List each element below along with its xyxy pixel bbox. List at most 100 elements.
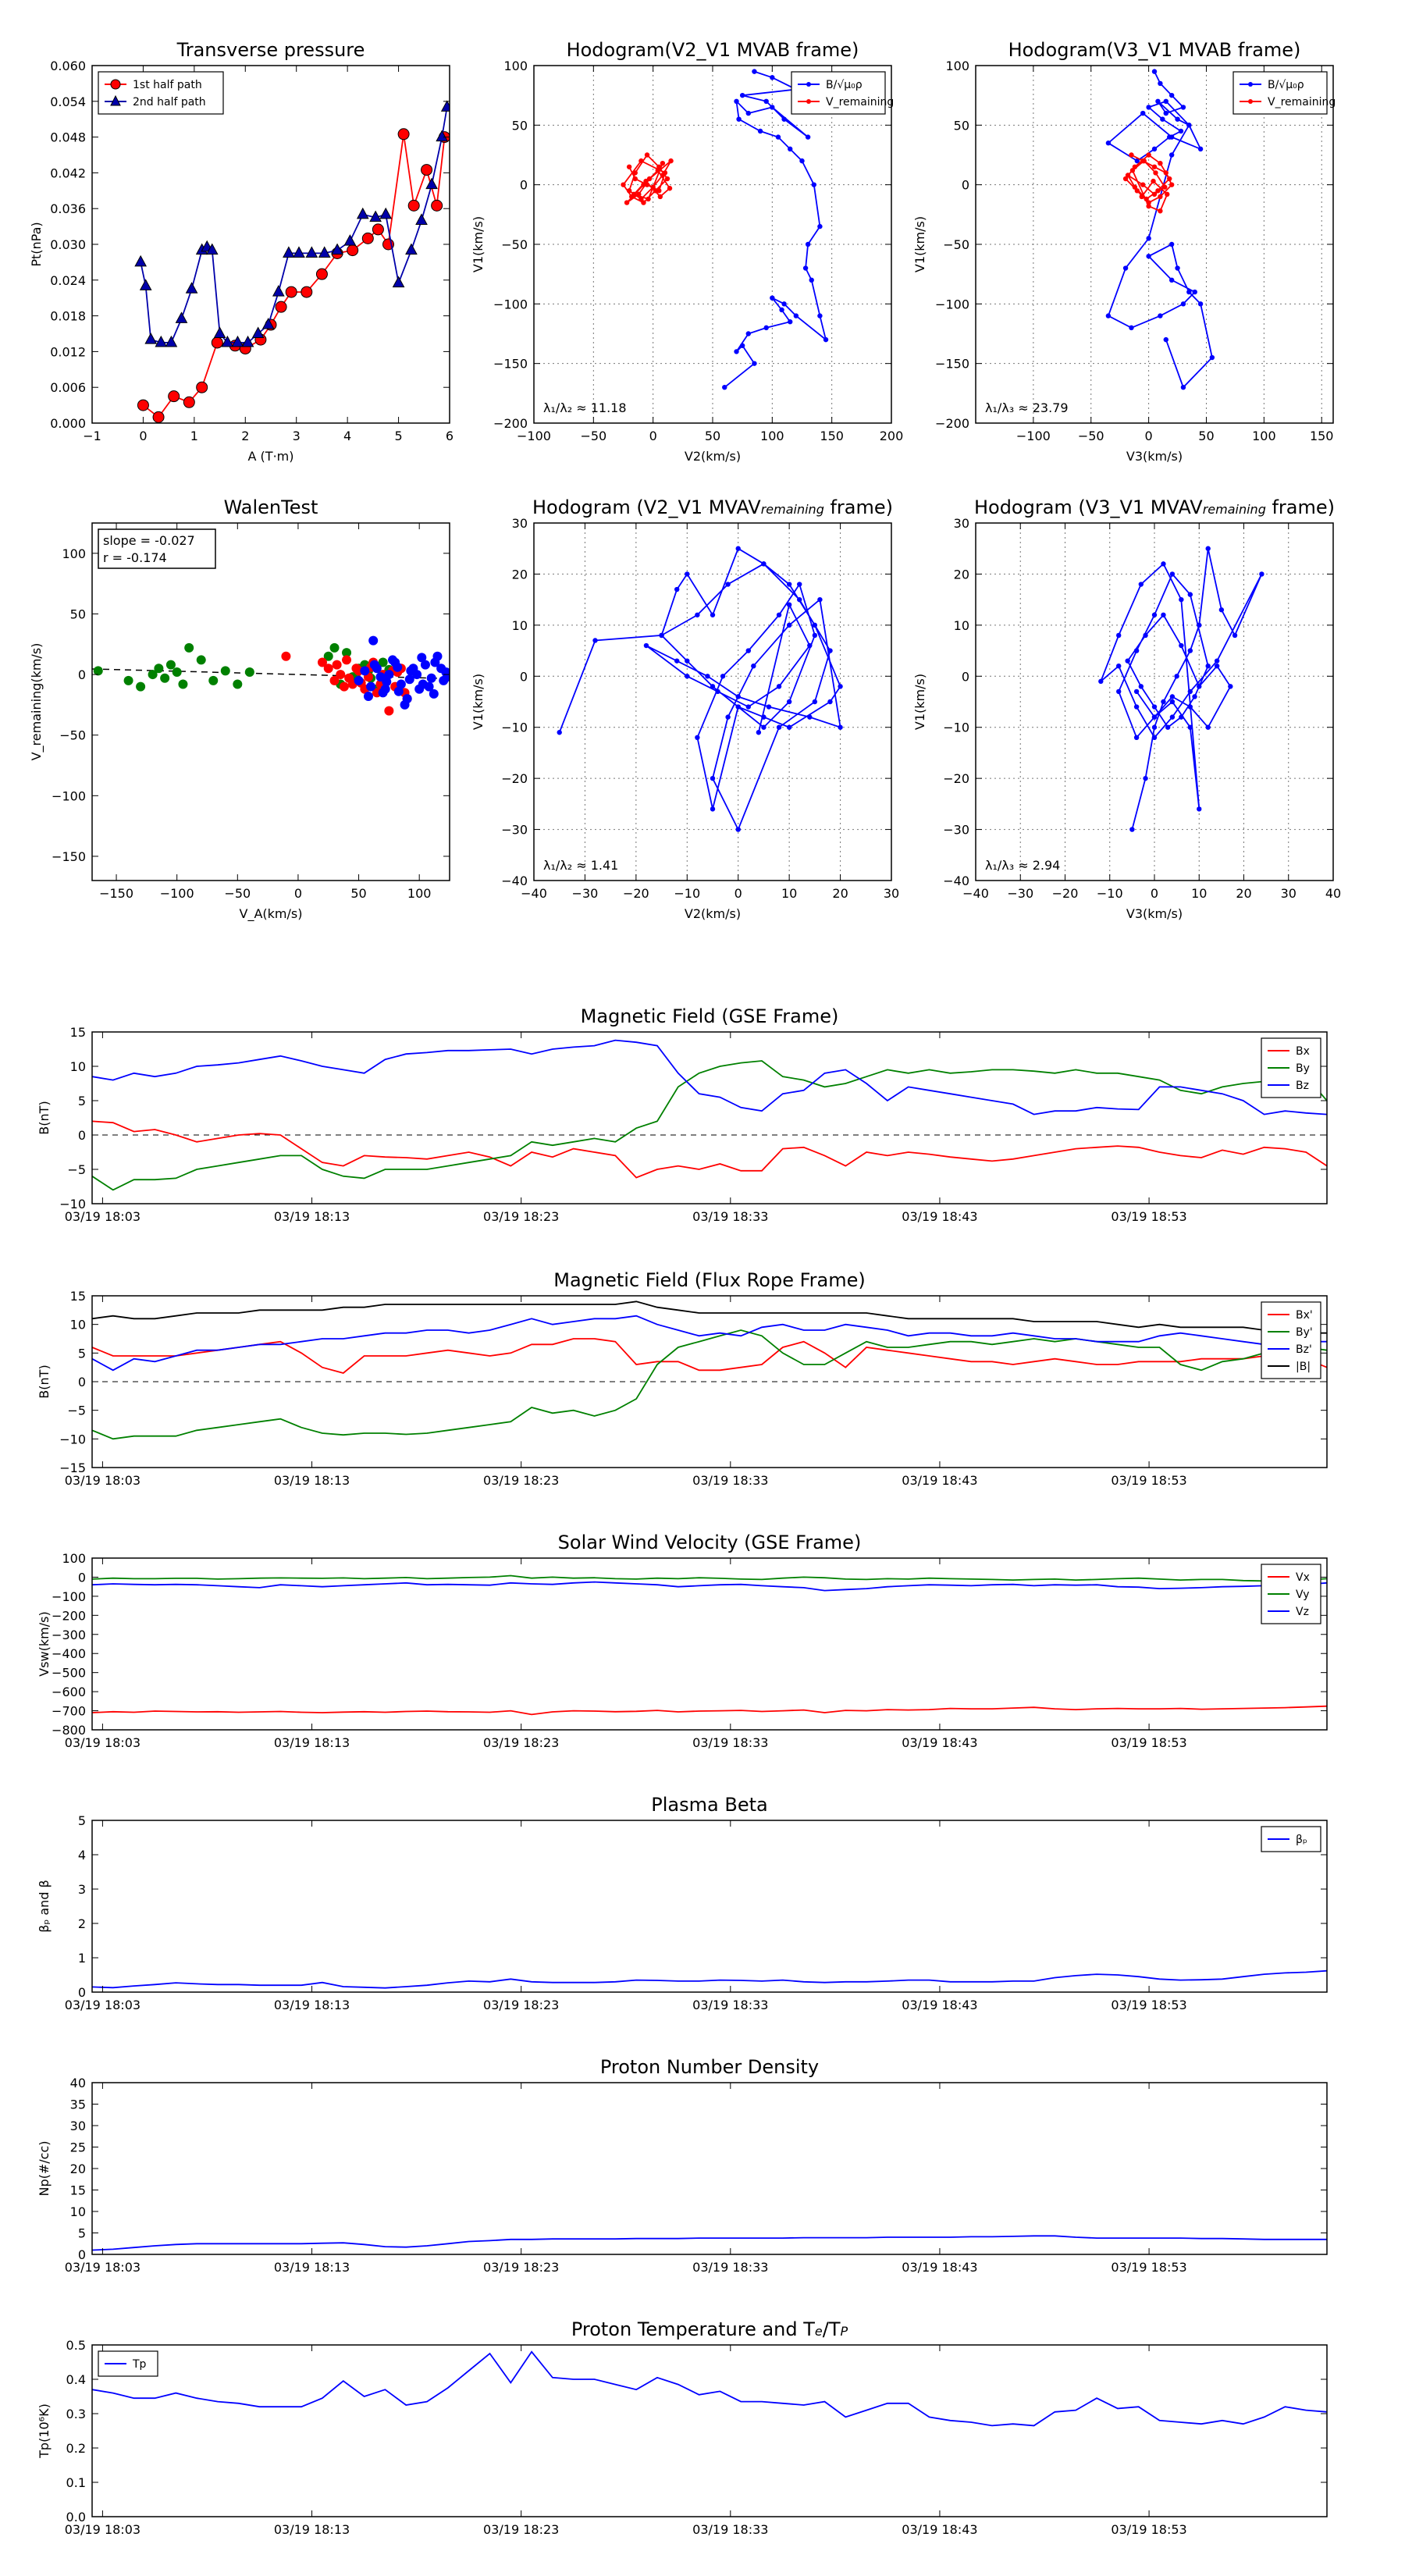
x-tick-label: 50 — [350, 886, 366, 901]
x-tick-label: 03/19 18:03 — [65, 1473, 140, 1488]
data-point — [1165, 724, 1171, 730]
data-point — [1205, 664, 1211, 669]
y-tick-label: 20 — [512, 567, 528, 582]
data-point — [1197, 684, 1202, 689]
scatter-point — [366, 681, 376, 692]
chart-title: Transverse pressure — [176, 39, 365, 61]
y-axis-label: Pt(nPa) — [29, 222, 44, 266]
chart-title: Magnetic Field (GSE Frame) — [581, 1005, 839, 1027]
data-point — [1134, 188, 1140, 194]
data-point — [1129, 152, 1134, 158]
data-point — [139, 279, 152, 290]
x-tick-label: 150 — [820, 429, 844, 443]
data-point — [361, 232, 374, 244]
data-point — [646, 196, 651, 202]
legend-label: Bx — [1296, 1045, 1310, 1058]
x-axis-label: V_A(km/s) — [240, 906, 303, 922]
y-tick-label: 5 — [78, 1094, 86, 1108]
y-tick-label: −200 — [52, 1608, 86, 1623]
y-tick-label: 0.048 — [50, 130, 86, 145]
data-point — [1151, 714, 1158, 720]
y-tick-label: −50 — [59, 728, 86, 743]
data-point — [646, 176, 653, 182]
chart-title: Magnetic Field (Flux Rope Frame) — [553, 1269, 865, 1291]
y-axis-label: Vsw(km/s) — [37, 1611, 52, 1676]
data-point — [797, 582, 802, 587]
data-point — [134, 254, 147, 267]
y-tick-label: −40 — [501, 873, 528, 888]
data-point — [1151, 724, 1158, 730]
data-point — [1153, 170, 1158, 176]
chart-c9: 03/19 18:03 03/19 18:13 03/19 18:23 03/19 1… — [37, 1532, 1328, 1750]
data-point — [1146, 203, 1151, 209]
data-point — [1129, 827, 1135, 832]
chart-title: Hodogram(V3_V1 MVAB frame) — [1008, 39, 1301, 61]
data-point — [1129, 325, 1134, 331]
y-tick-label: 30 — [70, 2119, 86, 2133]
scatter-point — [388, 655, 398, 665]
data-point — [752, 69, 757, 74]
series-line-0 — [92, 1338, 1327, 1374]
title-tail: frame) — [1266, 496, 1335, 518]
data-point — [1169, 694, 1176, 699]
y-tick-label: −100 — [52, 1589, 86, 1604]
x-tick-label: 03/19 18:13 — [274, 2522, 350, 2537]
data-point — [1158, 208, 1163, 214]
data-point — [1205, 724, 1211, 730]
data-point — [1180, 385, 1186, 390]
y-tick-label: −150 — [935, 357, 969, 372]
x-tick-label: 03/19 18:23 — [483, 1473, 559, 1488]
data-point — [761, 724, 767, 730]
data-point — [1151, 704, 1158, 710]
scatter-point — [336, 670, 346, 680]
axes-frame — [91, 2344, 1328, 2517]
y-tick-label: −40 — [943, 873, 969, 888]
data-point — [805, 134, 811, 140]
data-point — [1169, 571, 1176, 577]
data-point — [761, 714, 767, 720]
y-tick-label: 2 — [78, 1916, 86, 1931]
y-tick-label: 50 — [70, 607, 86, 621]
data-point — [793, 313, 799, 318]
title-main: Solar Wind Velocity (GSE Frame) — [558, 1532, 862, 1553]
series-line-0 — [92, 2235, 1327, 2251]
data-point — [1179, 642, 1184, 649]
y-tick-label: −30 — [501, 823, 528, 838]
y-axis-label: V1(km/s) — [912, 216, 927, 272]
data-point — [1146, 152, 1151, 158]
scatter-point — [136, 681, 146, 692]
data-point — [775, 134, 781, 140]
title-main: Proton Number Density — [600, 2056, 819, 2078]
data-point — [1141, 158, 1147, 164]
x-tick-label: 50 — [705, 429, 720, 443]
plot-area — [621, 69, 829, 390]
data-point — [710, 684, 716, 689]
data-point — [372, 223, 384, 236]
legend-box — [1261, 1826, 1321, 1852]
data-point — [1197, 146, 1204, 152]
y-tick-label: 50 — [512, 118, 528, 133]
x-axis-label: V2(km/s) — [685, 906, 741, 921]
data-point — [1232, 632, 1238, 639]
data-point — [838, 684, 843, 689]
scatter-point — [196, 655, 206, 665]
data-point — [685, 658, 690, 664]
data-point — [1158, 160, 1163, 166]
scatter-point — [342, 648, 352, 658]
x-tick-label: 03/19 18:13 — [274, 1735, 350, 1750]
chart-c10: 03/19 18:03 03/19 18:13 03/19 18:23 03/19 1… — [37, 1794, 1328, 2012]
x-tick-label: 5 — [394, 429, 402, 443]
y-tick-label: 0.036 — [50, 201, 86, 216]
scatter-point — [404, 674, 414, 685]
y-tick-label: 5 — [78, 1346, 86, 1361]
data-point — [641, 182, 646, 187]
scatter-point — [382, 677, 392, 687]
data-point — [155, 335, 168, 347]
scatter-point — [380, 684, 390, 694]
data-point — [1139, 194, 1144, 200]
data-point — [656, 188, 662, 194]
data-point — [1197, 806, 1202, 812]
data-point — [626, 188, 632, 194]
series-line-2 — [92, 1039, 1327, 1115]
data-point — [802, 265, 809, 271]
